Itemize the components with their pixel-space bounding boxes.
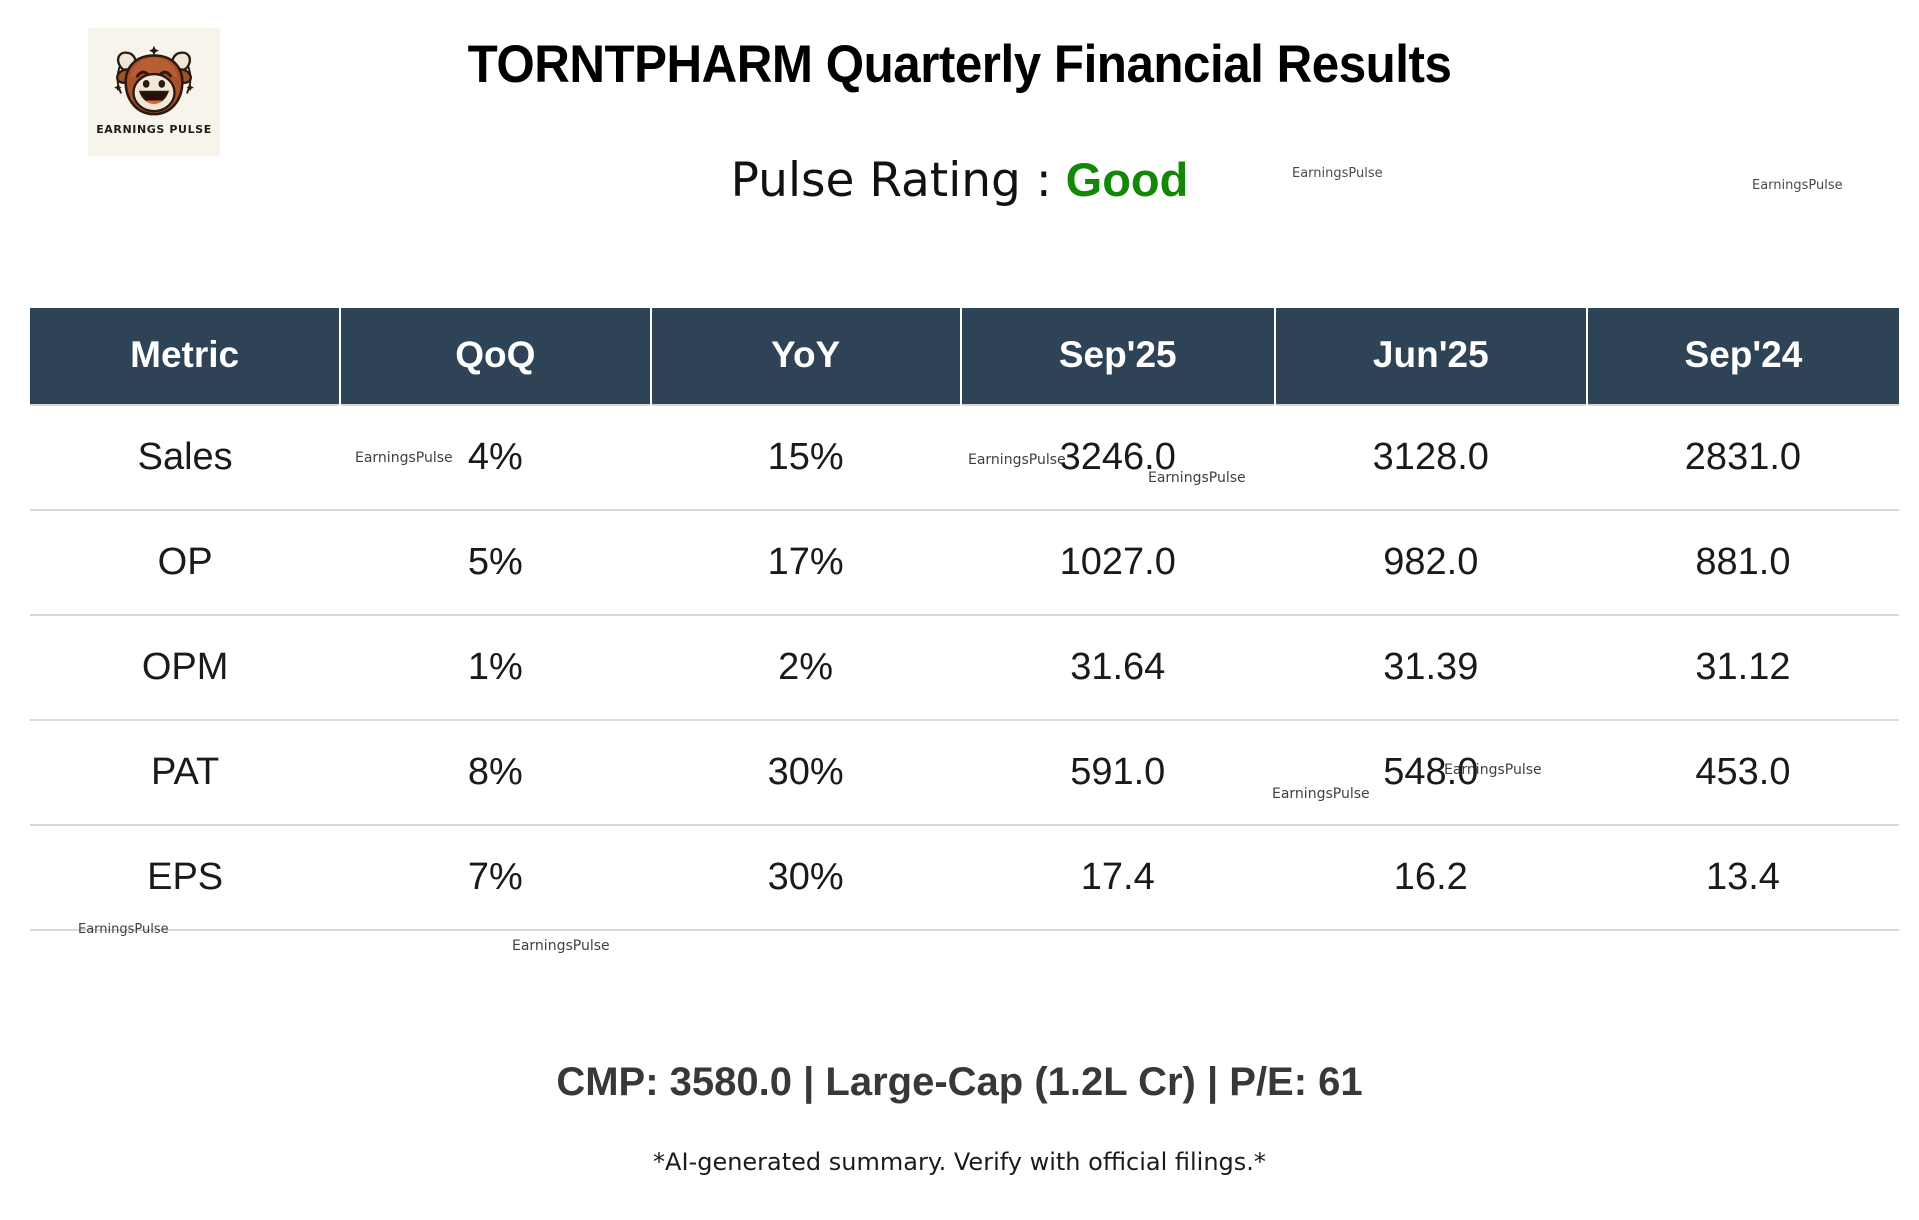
cell-current-quarter: 1027.0 xyxy=(960,510,1275,616)
brand-logo-caption: EARNINGS PULSE xyxy=(96,123,212,136)
table-row: EPS 7% 30% 17.4 16.2 13.4 xyxy=(30,825,1899,931)
column-header-current-quarter: Sep'25 xyxy=(960,308,1276,405)
financial-results-table-wrapper: Metric QoQ YoY Sep'25 Jun'25 Sep'24 Sale… xyxy=(30,308,1899,931)
table-row: OPM 1% 2% 31.64 31.39 31.12 xyxy=(30,615,1899,721)
cell-previous-quarter: 31.39 xyxy=(1274,615,1587,721)
cell-metric: PAT xyxy=(30,720,341,826)
table-row: PAT 8% 30% 591.0 548.0 453.0 xyxy=(30,720,1899,826)
cell-yoy: 2% xyxy=(650,615,961,721)
cell-metric: EPS xyxy=(30,825,341,931)
page-title: TORNTPHARM Quarterly Financial Results xyxy=(467,35,1452,94)
table-row: OP 5% 17% 1027.0 982.0 881.0 xyxy=(30,510,1899,616)
cell-metric: OPM xyxy=(30,615,341,721)
cell-year-ago-quarter: 881.0 xyxy=(1586,510,1899,616)
pulse-rating-value: Good xyxy=(1065,153,1189,206)
cell-yoy: 30% xyxy=(650,825,961,931)
cell-yoy: 17% xyxy=(650,510,961,616)
cell-previous-quarter: 16.2 xyxy=(1274,825,1587,931)
table-body: Sales 4% 15% 3246.0 3128.0 2831.0 OP 5% 17% 1027.… xyxy=(30,404,1899,931)
financial-results-table: Metric QoQ YoY Sep'25 Jun'25 Sep'24 Sale… xyxy=(30,308,1899,931)
cell-previous-quarter: 3128.0 xyxy=(1274,404,1587,511)
brand-logo: EARNINGS PULSE xyxy=(88,28,220,156)
cell-previous-quarter: 548.0 xyxy=(1274,720,1587,826)
bull-mascot-icon xyxy=(114,45,194,116)
pulse-rating-line: Pulse Rating : Good xyxy=(0,152,1919,208)
cell-year-ago-quarter: 453.0 xyxy=(1586,720,1899,826)
column-header-previous-quarter: Jun'25 xyxy=(1274,308,1588,405)
cell-current-quarter: 17.4 xyxy=(960,825,1275,931)
cell-year-ago-quarter: 31.12 xyxy=(1586,615,1899,721)
cell-yoy: 30% xyxy=(650,720,961,826)
cell-year-ago-quarter: 2831.0 xyxy=(1586,404,1899,511)
column-header-year-ago-quarter: Sep'24 xyxy=(1586,308,1899,405)
cell-metric: Sales xyxy=(30,404,341,511)
footer-disclaimer: *AI-generated summary. Verify with offic… xyxy=(653,1148,1266,1176)
column-header-yoy: YoY xyxy=(650,308,962,405)
cell-current-quarter: 31.64 xyxy=(960,615,1275,721)
cell-previous-quarter: 982.0 xyxy=(1274,510,1587,616)
cell-qoq: 4% xyxy=(340,404,651,511)
cell-current-quarter: 3246.0 xyxy=(960,404,1275,511)
table-header-row: Metric QoQ YoY Sep'25 Jun'25 Sep'24 xyxy=(30,308,1899,405)
cell-metric: OP xyxy=(30,510,341,616)
footer-valuation-stats: CMP: 3580.0 | Large-Cap (1.2L Cr) | P/E:… xyxy=(556,1060,1363,1104)
cell-year-ago-quarter: 13.4 xyxy=(1586,825,1899,931)
cell-qoq: 8% xyxy=(340,720,651,826)
cell-yoy: 15% xyxy=(650,404,961,511)
table-header: Metric QoQ YoY Sep'25 Jun'25 Sep'24 xyxy=(30,308,1899,405)
cell-qoq: 1% xyxy=(340,615,651,721)
table-row: Sales 4% 15% 3246.0 3128.0 2831.0 xyxy=(30,404,1899,511)
cell-current-quarter: 591.0 xyxy=(960,720,1275,826)
column-header-qoq: QoQ xyxy=(340,308,652,405)
cell-qoq: 5% xyxy=(340,510,651,616)
column-header-metric: Metric xyxy=(30,308,342,405)
watermark-text: EarningsPulse xyxy=(512,938,610,954)
cell-qoq: 7% xyxy=(340,825,651,931)
pulse-rating-label: Pulse Rating : xyxy=(730,153,1052,208)
